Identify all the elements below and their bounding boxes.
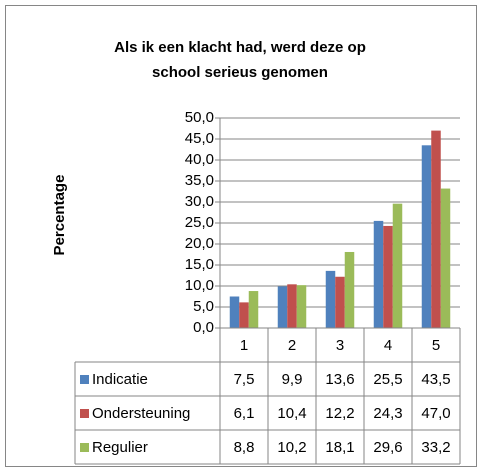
bar <box>373 220 384 328</box>
table-value: 33,2 <box>421 439 450 456</box>
bar <box>431 130 441 328</box>
y-tick-label: 45,0 <box>185 130 214 147</box>
x-tick-label: 2 <box>288 337 296 354</box>
legend-label: Regulier <box>92 439 148 456</box>
bar <box>287 284 297 328</box>
y-tick-label: 15,0 <box>185 256 214 273</box>
y-tick-label: 20,0 <box>185 235 214 252</box>
x-tick-label: 1 <box>240 337 248 354</box>
table-value: 12,2 <box>325 405 354 422</box>
y-tick-label: 0,0 <box>193 319 214 336</box>
bar <box>239 302 249 328</box>
x-tick-label: 5 <box>432 337 440 354</box>
legend-label: Ondersteuning <box>92 405 190 422</box>
table-value: 7,5 <box>234 371 255 388</box>
y-tick-label: 35,0 <box>185 172 214 189</box>
table-value: 29,6 <box>373 439 402 456</box>
table-value: 24,3 <box>373 405 402 422</box>
bar <box>335 276 345 328</box>
bar <box>229 296 240 328</box>
legend-label: Indicatie <box>92 371 148 388</box>
table-value: 10,4 <box>277 405 306 422</box>
y-tick-label: 10,0 <box>185 277 214 294</box>
chart-title: Als ik een klacht had, werd deze op scho… <box>114 39 366 81</box>
bar <box>392 203 403 328</box>
table-value: 8,8 <box>234 439 255 456</box>
y-tick-label: 25,0 <box>185 214 214 231</box>
table-value: 9,9 <box>282 371 303 388</box>
table-value: 18,1 <box>325 439 354 456</box>
bar <box>277 286 288 328</box>
bar <box>344 251 355 328</box>
bar <box>325 270 336 328</box>
table-value: 13,6 <box>325 371 354 388</box>
table-value: 43,5 <box>421 371 450 388</box>
y-tick-label: 30,0 <box>185 193 214 210</box>
bar <box>296 285 307 328</box>
y-tick-label: 40,0 <box>185 151 214 168</box>
table-value: 47,0 <box>421 405 450 422</box>
x-tick-label: 4 <box>384 337 392 354</box>
legend-key <box>80 409 89 418</box>
bar <box>440 188 451 328</box>
legend-key <box>80 375 89 384</box>
legend-key <box>80 443 89 452</box>
bar <box>421 145 432 328</box>
y-tick-label: 50,0 <box>185 109 214 126</box>
table-value: 25,5 <box>373 371 402 388</box>
y-tick-label: 5,0 <box>193 298 214 315</box>
table-value: 10,2 <box>277 439 306 456</box>
bar <box>383 225 393 328</box>
bar <box>248 291 259 328</box>
x-tick-label: 3 <box>336 337 344 354</box>
table-value: 6,1 <box>234 405 255 422</box>
y-axis-label: Percentage <box>51 175 68 256</box>
